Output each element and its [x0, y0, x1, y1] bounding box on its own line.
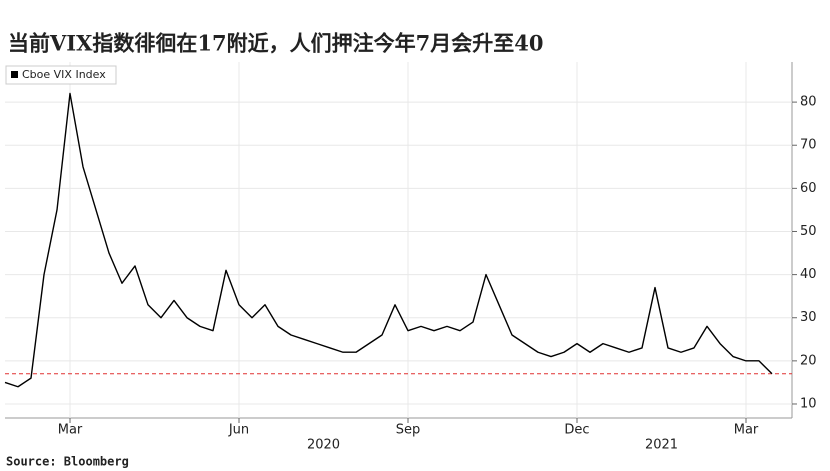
- legend-swatch: [11, 71, 18, 78]
- source: Source: Bloomberg: [6, 455, 129, 469]
- line-series: [4, 92, 773, 388]
- y-tick-label: 30: [800, 310, 817, 325]
- y-tick-label: 80: [800, 95, 817, 110]
- year-label: 2020: [307, 438, 340, 453]
- y-tick-label: 20: [800, 353, 817, 368]
- x-tick-label: Mar: [734, 423, 759, 438]
- x-tick-label: Sep: [396, 423, 421, 438]
- y-tick-label: 10: [800, 396, 817, 411]
- y-tick-label: 40: [800, 267, 817, 282]
- y-tick-label: 70: [800, 138, 817, 153]
- y-tick-label: 60: [800, 181, 817, 196]
- x-tick-label: Jun: [228, 423, 249, 438]
- chart-title: 当前VIX指数徘徊在17附近，人们押注今年7月会升至40: [8, 31, 543, 56]
- legend-label: Cboe VIX Index: [22, 68, 106, 81]
- x-tick-label: Mar: [58, 423, 83, 438]
- x-tick-label: Dec: [564, 423, 589, 438]
- y-tick-label: 50: [800, 224, 817, 239]
- legend-box: [5, 65, 117, 85]
- year-label: 2021: [645, 438, 678, 453]
